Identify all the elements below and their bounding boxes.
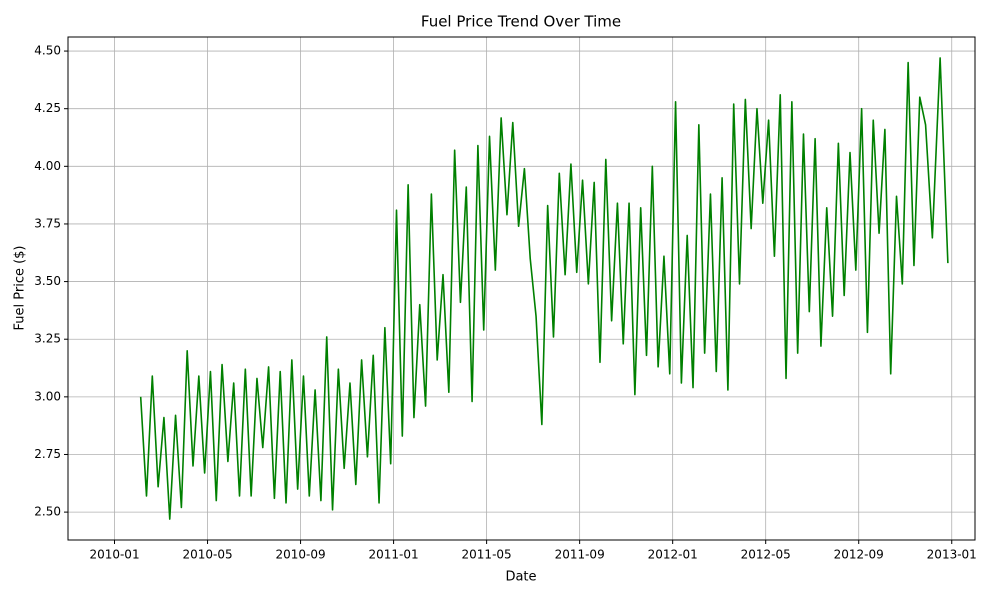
plot-frame: [67, 36, 976, 541]
y-tick-label: 4.25: [34, 101, 61, 115]
price-line: [139, 57, 949, 520]
y-tick-label: 4.00: [34, 159, 61, 173]
x-tick-label: 2011-01: [369, 548, 419, 562]
x-tick-label: 2012-09: [834, 548, 884, 562]
x-tick-label: 2010-05: [182, 548, 232, 562]
x-tick-label: 2012-05: [741, 548, 791, 562]
x-tick-label: 2012-01: [648, 548, 698, 562]
y-axis-label: Fuel Price ($): [13, 245, 28, 330]
x-tick-label: 2013-01: [927, 548, 977, 562]
y-tick-label: 2.50: [34, 505, 61, 519]
y-tick-label: 4.50: [34, 44, 61, 58]
y-tick-label: 2.75: [34, 447, 61, 461]
y-tick-label: 3.25: [34, 332, 61, 346]
x-tick-label: 2010-09: [275, 548, 325, 562]
x-tick-label: 2010-01: [89, 548, 139, 562]
x-axis-label: Date: [505, 570, 536, 585]
x-tick-label: 2011-09: [555, 548, 605, 562]
x-tick-label: 2011-05: [462, 548, 512, 562]
y-tick-label: 3.50: [34, 274, 61, 288]
y-tick-label: 3.75: [34, 216, 61, 230]
chart-title: Fuel Price Trend Over Time: [421, 13, 621, 31]
y-tick-label: 3.00: [34, 389, 61, 403]
